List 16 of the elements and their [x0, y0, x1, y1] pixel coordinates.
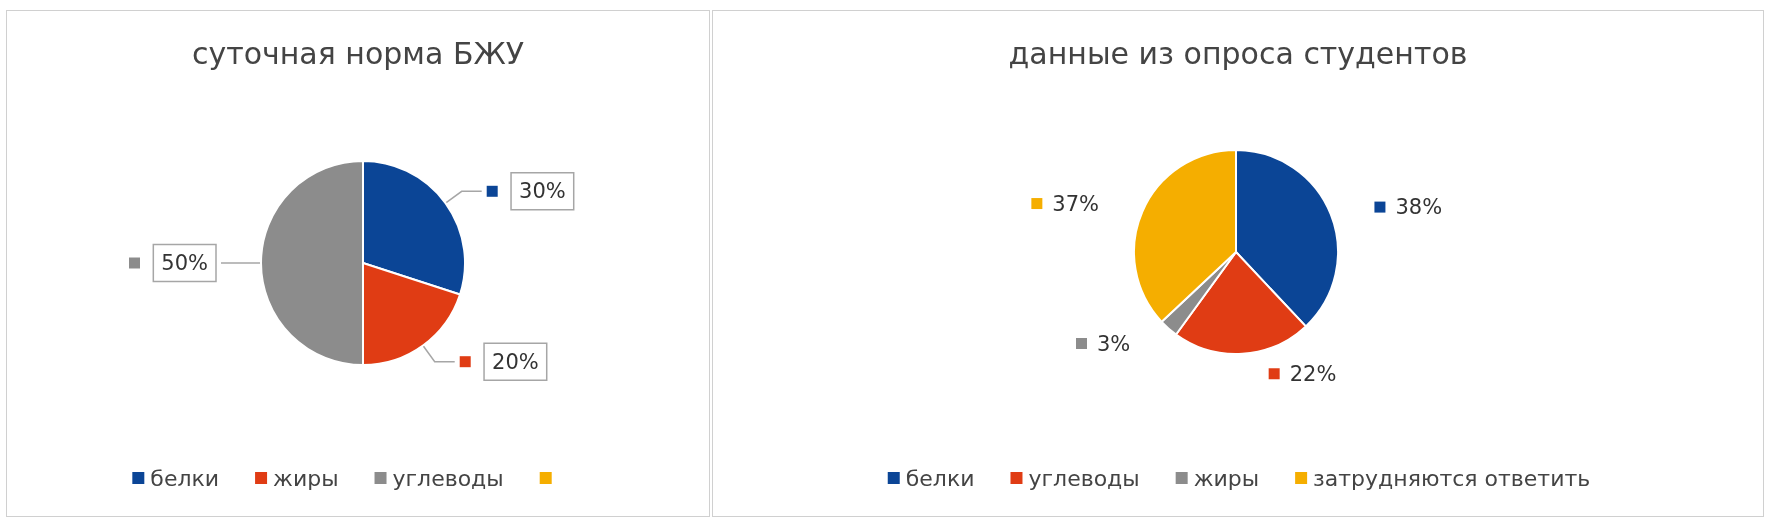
chart-title: суточная норма БЖУ — [191, 35, 525, 71]
data-label: 50% — [161, 251, 208, 275]
legend-label: жиры — [273, 465, 339, 491]
data-label: 22% — [1289, 361, 1337, 386]
data-label: 3% — [1096, 331, 1131, 356]
legend-label: белки — [905, 465, 975, 491]
legend-label: белки — [150, 465, 220, 491]
legend-label: углеводы — [1028, 465, 1140, 491]
data-label: 38% — [1395, 195, 1443, 220]
legend-label: затрудняются ответить — [1313, 465, 1591, 491]
legend-label: углеводы — [392, 465, 504, 491]
chart-title: данные из опроса студентов — [1008, 35, 1468, 71]
legend-label: жиры — [1193, 465, 1260, 491]
data-label: 20% — [492, 349, 539, 374]
data-label: 37% — [1052, 191, 1100, 216]
data-label: 30% — [519, 179, 566, 204]
